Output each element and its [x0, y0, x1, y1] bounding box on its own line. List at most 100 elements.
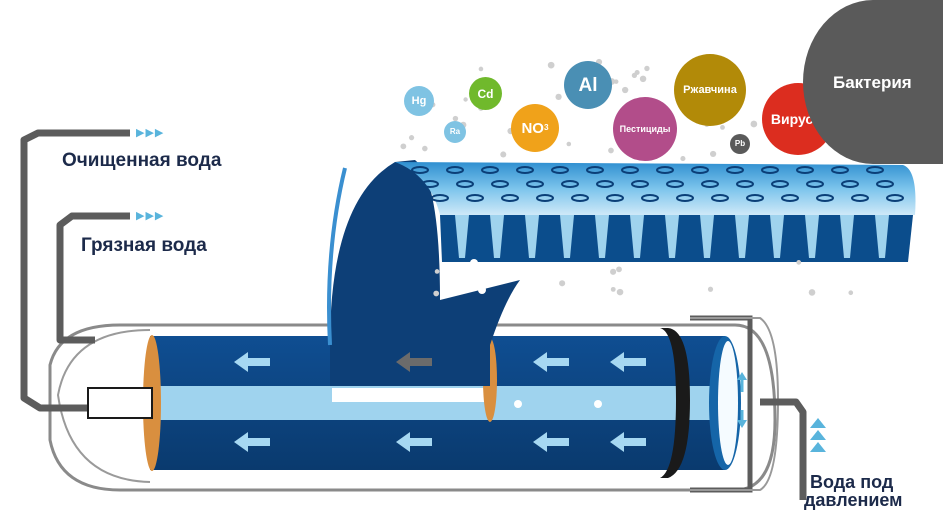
membrane-pore: [701, 180, 719, 188]
dirty-water-pipe: [56, 212, 130, 344]
flow-arrow: [610, 432, 646, 452]
core-white-segment: [332, 388, 490, 402]
particle: [622, 86, 629, 94]
support-cone: [455, 215, 469, 258]
flow-arrow: [396, 432, 432, 452]
particle: [616, 266, 622, 273]
support-cone: [840, 215, 854, 258]
membrane-pore: [536, 194, 554, 202]
particle: [547, 61, 555, 69]
particle: [710, 150, 717, 158]
membrane-pore: [711, 194, 729, 202]
water-droplet: [478, 286, 486, 294]
membrane-pore: [571, 194, 589, 202]
particle: [720, 124, 725, 130]
membrane-pore: [886, 194, 904, 202]
particle: [631, 72, 638, 79]
membrane-pore: [771, 180, 789, 188]
flow-arrow: [610, 352, 646, 372]
particle: [478, 66, 484, 72]
membrane-pore: [666, 180, 684, 188]
particle: [400, 143, 407, 150]
flow-arrow: [234, 432, 270, 452]
membrane-pore: [806, 180, 824, 188]
membrane-pore: [796, 166, 814, 174]
particle: [555, 93, 562, 100]
membrane-pore: [446, 166, 464, 174]
support-cone: [665, 215, 679, 258]
membrane-pore: [621, 166, 639, 174]
brine-seal: [660, 328, 690, 478]
support-cone: [560, 215, 574, 258]
particle: [796, 260, 802, 265]
clean-water-flow-arrows: ▶▶▶: [136, 127, 165, 139]
support-cone: [490, 215, 504, 258]
support-cone: [875, 215, 889, 258]
particle: [610, 268, 617, 275]
bubble-rust: Ржавчина: [674, 54, 746, 126]
bubble-bacteria: Бактерия: [803, 0, 943, 164]
membrane-pore: [781, 194, 799, 202]
membrane-pore: [456, 180, 474, 188]
membrane-pore: [551, 166, 569, 174]
particle: [750, 120, 758, 128]
particle: [433, 290, 440, 297]
particle: [610, 286, 616, 292]
dirty-water-label: Грязная вода: [81, 235, 207, 256]
flow-arrow: [533, 352, 569, 372]
membrane-pore: [726, 166, 744, 174]
pressure-inlet-pipe: [760, 398, 807, 500]
membrane-pore: [656, 166, 674, 174]
particle: [422, 145, 428, 152]
particle: [616, 288, 624, 296]
membrane-pore: [481, 166, 499, 174]
bubble-ra: Ra: [444, 121, 466, 143]
support-cone: [595, 215, 609, 258]
membrane-pore: [561, 180, 579, 188]
particle: [434, 269, 440, 274]
membrane-pore: [641, 194, 659, 202]
particle: [408, 135, 415, 141]
membrane-pore: [411, 166, 429, 174]
clean-water-label: Очищенная вода: [62, 150, 222, 171]
support-cone: [735, 215, 749, 258]
membrane-pore: [526, 180, 544, 188]
clean-water-pipe: [20, 129, 130, 412]
membrane-pore: [466, 194, 484, 202]
particle: [452, 115, 459, 122]
flow-turn-arrows: [737, 372, 747, 428]
particle: [566, 141, 572, 147]
membrane-pore: [746, 194, 764, 202]
membrane-pore: [866, 166, 884, 174]
water-droplet: [514, 400, 522, 408]
bubble-pesticides: Пестициды: [613, 97, 677, 161]
membrane-pore: [691, 166, 709, 174]
support-cone: [630, 215, 644, 258]
support-cone: [525, 215, 539, 258]
housing-left-cap: [56, 329, 151, 483]
bubble-no3: NO 3: [511, 104, 559, 152]
particle: [639, 75, 647, 83]
membrane-pore: [431, 194, 449, 202]
membrane-pore: [761, 166, 779, 174]
membrane-pore: [876, 180, 894, 188]
membrane-pore: [491, 180, 509, 188]
bubble-hg: Hg: [404, 86, 434, 116]
membrane-pore: [631, 180, 649, 188]
particles: [400, 58, 854, 408]
flow-arrows: [234, 352, 646, 452]
flow-arrow-gray: [396, 352, 432, 372]
pressure-water-label-2: давлением: [804, 490, 903, 510]
membrane-pore: [596, 180, 614, 188]
water-droplet: [594, 400, 602, 408]
membrane-pore: [586, 166, 604, 174]
bubble-cd: Cd: [469, 77, 502, 110]
particle: [707, 286, 714, 292]
membrane-pore: [421, 180, 439, 188]
water-droplet: [470, 259, 478, 267]
membrane-pore: [831, 166, 849, 174]
particle: [500, 151, 507, 158]
membrane-pore: [816, 194, 834, 202]
flow-arrow: [234, 352, 270, 372]
